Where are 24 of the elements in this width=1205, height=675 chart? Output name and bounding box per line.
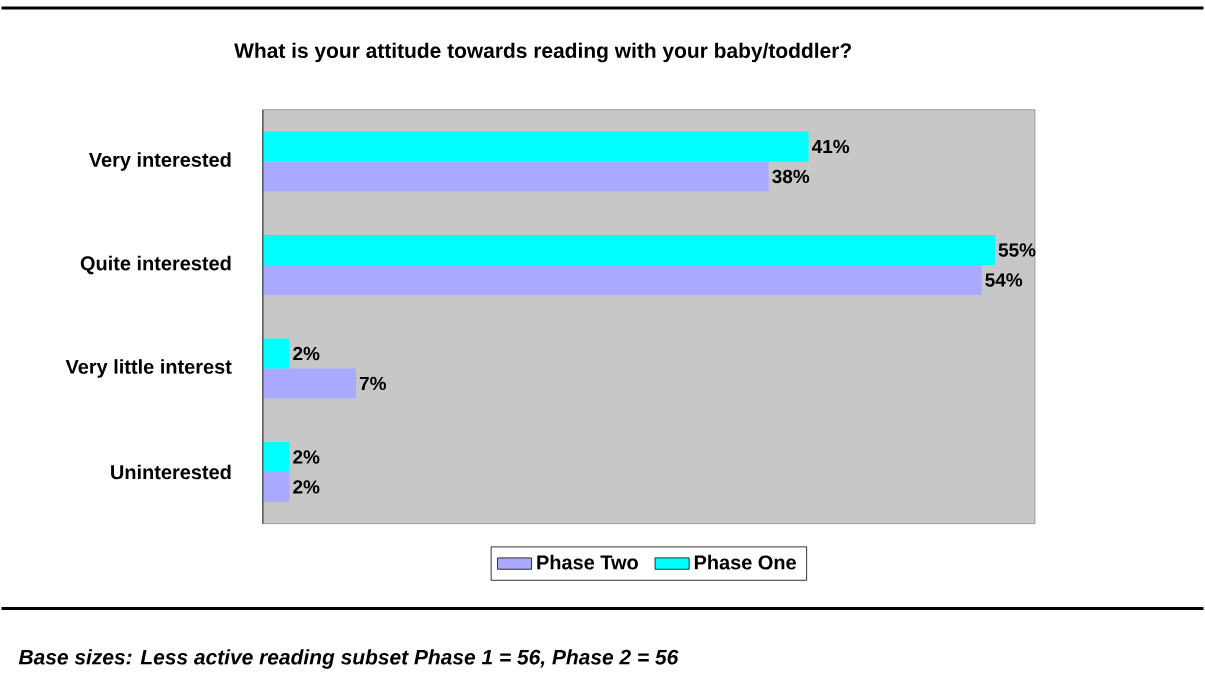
data-label: 55% xyxy=(998,243,1036,257)
legend-label: Phase Two xyxy=(537,554,638,570)
data-label: 2% xyxy=(293,346,320,361)
bar xyxy=(262,264,982,295)
y-tick-label: Quite interested xyxy=(80,255,231,275)
y-tick-label: Very interested xyxy=(88,152,231,171)
bar xyxy=(262,471,290,502)
bar xyxy=(262,441,290,472)
y-tick-label: Uninterested xyxy=(111,464,231,480)
bar xyxy=(262,161,769,192)
bar xyxy=(262,368,357,399)
y-tick-label: Very little interest xyxy=(65,359,232,378)
data-label: 41% xyxy=(811,139,850,154)
text: Base sizes: Less active reading subset Phase 1 = 56, Phase 2 = 56 xyxy=(18,649,679,669)
bar xyxy=(262,131,809,162)
chart-title: What is your attitude towards reading with your baby/toddler? xyxy=(234,42,851,63)
data-label: 2% xyxy=(293,450,320,464)
legend-label: Phase One xyxy=(694,554,796,570)
data-label: 38% xyxy=(772,169,810,184)
data-label: 54% xyxy=(985,273,1023,287)
data-label: 7% xyxy=(359,376,386,390)
bar xyxy=(262,338,290,369)
data-label: 2% xyxy=(293,480,320,494)
bar xyxy=(262,234,995,265)
